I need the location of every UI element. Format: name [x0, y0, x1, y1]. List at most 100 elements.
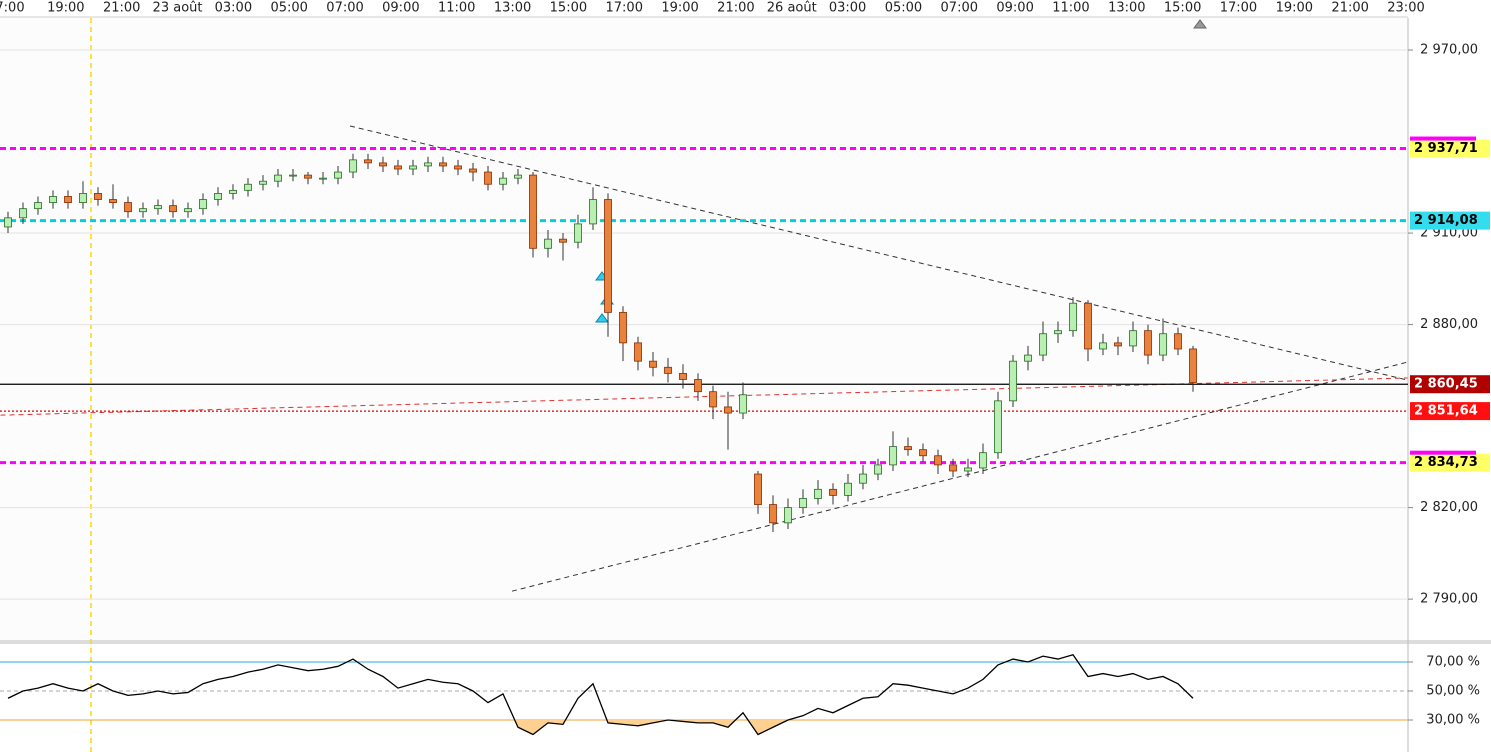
candle-body	[424, 162, 432, 167]
candle-body	[169, 205, 177, 213]
x-tick-label: 09:00	[382, 1, 419, 16]
candle-body	[1009, 360, 1017, 402]
level-label-top	[1410, 450, 1476, 455]
y-tick-label: 2 880,00	[1420, 317, 1478, 332]
candle-body	[1129, 330, 1137, 347]
candle-body	[1159, 333, 1167, 356]
candle-body	[439, 162, 447, 167]
candle-body	[124, 202, 132, 213]
time-marker	[1193, 19, 1207, 29]
candle-body	[259, 180, 267, 185]
candle-body	[754, 473, 762, 505]
x-tick-label: 11:00	[438, 1, 475, 16]
candle-body	[484, 171, 492, 185]
candle-body	[274, 174, 282, 182]
x-tick-label: 26 août	[767, 1, 817, 16]
x-tick-label: 11:00	[1052, 1, 1089, 16]
candle-body	[64, 196, 72, 203]
candle-body	[1069, 302, 1077, 332]
x-tick-label: 09:00	[996, 1, 1033, 16]
x-tick-label: 19:00	[661, 1, 698, 16]
candle-body	[214, 193, 222, 200]
candle-body	[49, 196, 57, 203]
candle-body	[1114, 342, 1122, 347]
rsi-tick-label: 50,00 %	[1426, 683, 1480, 698]
x-tick-label: 21:00	[717, 1, 754, 16]
candle-body	[679, 372, 687, 380]
y-tick-label: 2 790,00	[1420, 592, 1478, 607]
candle-body	[529, 174, 537, 249]
candle-body	[589, 199, 597, 225]
x-tick-label: 05:00	[270, 1, 307, 16]
x-tick-label: 7:00	[0, 1, 25, 16]
candle-body	[379, 162, 387, 167]
level-label-bg	[1410, 453, 1490, 472]
candle-body	[799, 498, 807, 509]
level-label-bg	[1410, 402, 1490, 421]
candle-body	[994, 400, 1002, 454]
candle-body	[304, 174, 312, 179]
candle-body	[949, 464, 957, 472]
candle-body	[334, 171, 342, 179]
x-tick-label: 15:00	[550, 1, 587, 16]
level-label: 2 937,71	[1414, 141, 1478, 156]
level-label-top	[1410, 136, 1476, 141]
x-tick-label: 03:00	[215, 1, 252, 16]
price-pane	[0, 18, 1408, 640]
candle-body	[559, 238, 567, 243]
candle-body	[859, 473, 867, 484]
candle-body	[844, 482, 852, 496]
candle-body	[709, 391, 717, 408]
level-label-bg	[1410, 211, 1490, 230]
candle-body	[1084, 302, 1092, 350]
candle-body	[919, 449, 927, 457]
rsi-oversold-area	[514, 720, 788, 735]
candle-body	[199, 199, 207, 210]
candle-body	[934, 455, 942, 466]
candle-body	[544, 238, 552, 249]
pane-separator	[0, 640, 1491, 644]
level-label: 2 860,45	[1414, 377, 1478, 392]
level-label: 2 851,64	[1414, 404, 1478, 419]
candle-body	[244, 183, 252, 191]
candle-body	[1174, 333, 1182, 350]
x-tick-label: 17:00	[1220, 1, 1257, 16]
candle-body	[1189, 348, 1197, 383]
rsi-tick-label: 30,00 %	[1426, 713, 1480, 728]
x-tick-label: 13:00	[494, 1, 531, 16]
candle-body	[724, 406, 732, 414]
candle-body	[229, 189, 237, 194]
candle-body	[1024, 354, 1032, 362]
y-tick-label: 2 970,00	[1420, 43, 1478, 58]
candle-body	[979, 452, 987, 469]
candle-body	[4, 217, 12, 228]
candle-body	[349, 159, 357, 173]
candle-body	[964, 467, 972, 472]
x-tick-label: 17:00	[606, 1, 643, 16]
candle-body	[649, 360, 657, 368]
x-tick-label: 21:00	[1331, 1, 1368, 16]
candle-body	[454, 165, 462, 170]
x-tick-label: 19:00	[47, 1, 84, 16]
y-tick-label: 2 820,00	[1420, 500, 1478, 515]
candle-body	[694, 379, 702, 393]
x-tick-label: 19:00	[1276, 1, 1313, 16]
candle-body	[874, 464, 882, 475]
candle-body	[634, 342, 642, 362]
candle-body	[1099, 342, 1107, 350]
x-tick-label: 07:00	[326, 1, 363, 16]
candle-body	[814, 488, 822, 499]
candle-body	[109, 199, 117, 203]
trendline	[511, 361, 1408, 592]
candle-body	[394, 165, 402, 170]
trendline	[349, 125, 1408, 381]
x-tick-label: 05:00	[885, 1, 922, 16]
candle-body	[364, 159, 372, 164]
candle-body	[619, 311, 627, 344]
x-tick-label: 21:00	[103, 1, 140, 16]
rsi-line	[7, 653, 1194, 736]
candle-body	[784, 507, 792, 524]
candle-body	[409, 165, 417, 170]
x-tick-label: 03:00	[829, 1, 866, 16]
